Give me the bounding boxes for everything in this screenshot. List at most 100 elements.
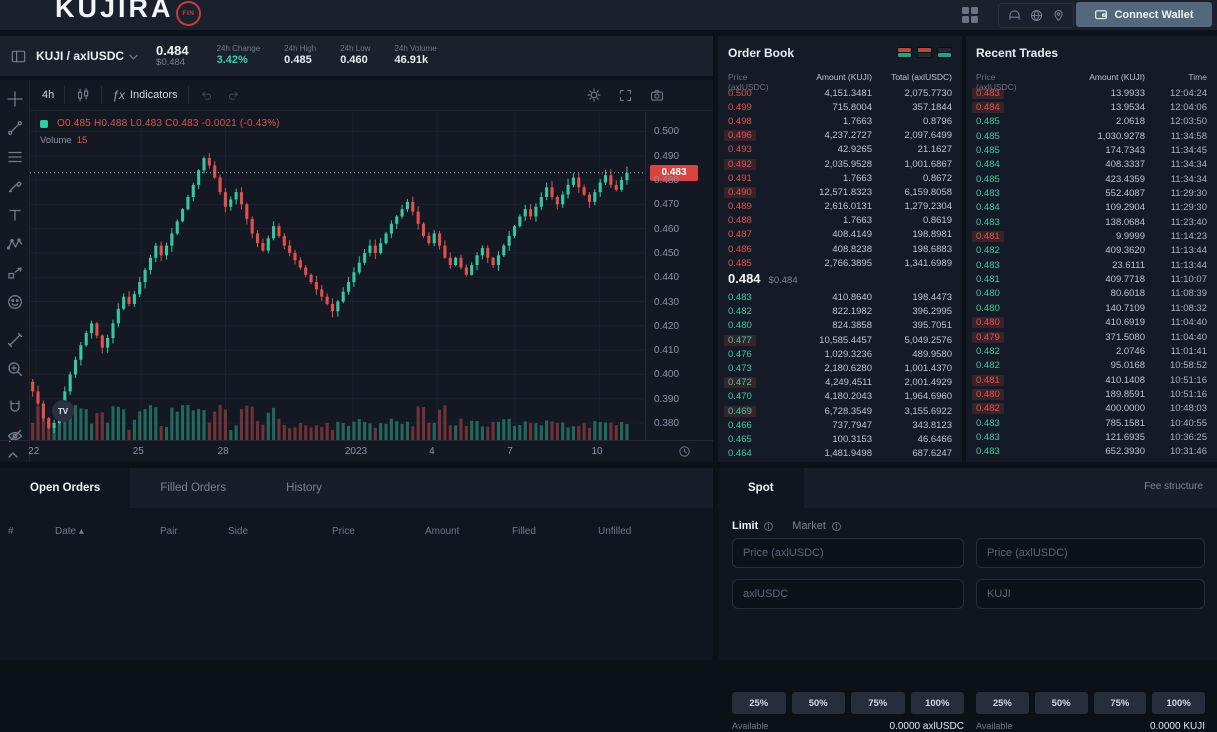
order-book-ask-row[interactable]: 0.487 408.4149 198.8981	[728, 228, 952, 242]
emoji-icon[interactable]	[4, 291, 26, 313]
buy-percent-25[interactable]: 25%	[732, 692, 786, 714]
mid-price-row[interactable]: 0.484 $0.484	[728, 271, 952, 289]
undo-icon[interactable]	[199, 88, 214, 102]
trade-row[interactable]: 0.483 785.1581 10:40:55	[976, 416, 1207, 430]
order-book-ask-row[interactable]: 0.489 2,616.0131 1,279.2304	[728, 200, 952, 214]
globe-icon[interactable]	[1029, 8, 1044, 23]
trade-row[interactable]: 0.483 138.0684 11:23:40	[976, 215, 1207, 229]
order-book-ask-row[interactable]: 0.486 408.8238 198.6883	[728, 242, 952, 256]
tab-history[interactable]: History	[286, 482, 322, 494]
sell-percent-25[interactable]: 25%	[976, 692, 1029, 714]
book-both-sides-icon[interactable]	[897, 47, 912, 58]
redo-icon[interactable]	[226, 88, 241, 102]
xabcd-pattern-icon[interactable]	[4, 233, 26, 255]
order-book-ask-row[interactable]: 0.498 1.7663 0.8796	[728, 114, 952, 128]
buy-percent-100[interactable]: 100%	[910, 692, 964, 714]
forecast-icon[interactable]	[4, 262, 26, 284]
buy-percent-50[interactable]: 50%	[791, 692, 845, 714]
sell-percent-100[interactable]: 100%	[1152, 692, 1205, 714]
trade-row[interactable]: 0.480 140.7109 11:08:32	[976, 301, 1207, 315]
price-chart[interactable]: O0.485 H0.488 L0.483 C0.483 -0.0021 (-0.…	[30, 112, 645, 440]
bridge-icon[interactable]	[1007, 8, 1022, 23]
trade-row[interactable]: 0.480 410.6919 11:04:40	[972, 316, 1207, 330]
order-type-limit[interactable]: Limit	[732, 520, 774, 532]
order-book-ask-row[interactable]: 0.492 2,035.9528 1,001.6867	[724, 157, 952, 171]
sell-percent-75[interactable]: 75%	[1093, 692, 1147, 714]
trade-row[interactable]: 0.483 23.6111 11:13:44	[976, 258, 1207, 272]
trade-row[interactable]: 0.482 2.0746 11:01:41	[976, 344, 1207, 358]
order-type-market[interactable]: Market	[792, 520, 842, 532]
trade-row[interactable]: 0.484 109.2904 11:29:30	[976, 201, 1207, 215]
trade-row[interactable]: 0.481 410.1408 10:51:16	[972, 373, 1207, 387]
chevron-down-icon[interactable]	[129, 54, 138, 60]
crosshair-icon[interactable]	[4, 88, 26, 110]
order-book-ask-row[interactable]: 0.491 1.7663 0.8672	[728, 171, 952, 185]
clock-icon[interactable]	[678, 445, 691, 458]
fullscreen-icon[interactable]	[618, 88, 633, 103]
trade-row[interactable]: 0.483 552.4087 11:29:30	[976, 186, 1207, 200]
book-bids-only-icon[interactable]	[937, 47, 952, 58]
buy-amount-input[interactable]	[732, 579, 964, 609]
brush-icon[interactable]	[4, 175, 26, 197]
zoom-in-icon[interactable]	[4, 358, 26, 380]
pair-selector[interactable]: KUJI / axlUSDC	[36, 49, 125, 63]
book-asks-only-icon[interactable]	[917, 47, 932, 58]
sell-amount-input[interactable]	[976, 579, 1205, 609]
order-book-bid-row[interactable]: 0.470 4,180.2043 1,964.6960	[728, 390, 952, 404]
order-book-bid-row[interactable]: 0.480 824.3858 395.7051	[728, 319, 952, 333]
order-book-bid-row[interactable]: 0.466 737.7947 343.8123	[728, 418, 952, 432]
candle-style-icon[interactable]	[75, 87, 91, 103]
sell-price-input[interactable]	[976, 538, 1205, 568]
order-book-bid-row[interactable]: 0.482 822.1982 396.2995	[728, 305, 952, 319]
order-book-bid-row[interactable]: 0.483 410.8640 198.4473	[728, 290, 952, 304]
buy-price-input[interactable]	[732, 538, 964, 568]
order-book-ask-row[interactable]: 0.485 2,766.3895 1,341.6989	[728, 256, 952, 270]
order-book-ask-row[interactable]: 0.500 4,151.3481 2,075.7730	[728, 86, 952, 100]
trade-row[interactable]: 0.480 80.6018 11:08:39	[976, 287, 1207, 301]
trade-row[interactable]: 0.485 2.0618 12:03:50	[976, 115, 1207, 129]
measure-icon[interactable]	[4, 329, 26, 351]
trade-row[interactable]: 0.483 652.3930 10:31:46	[976, 445, 1207, 459]
trade-row[interactable]: 0.482 95.0168 10:58:52	[976, 359, 1207, 373]
order-book-ask-row[interactable]: 0.499 715.8004 357.1844	[728, 100, 952, 114]
timeframe-button[interactable]: 4h	[42, 89, 55, 101]
trade-row[interactable]: 0.484 13.9534 12:04:06	[972, 100, 1207, 114]
order-book-bid-row[interactable]: 0.465 100.3153 46.6466	[728, 432, 952, 446]
order-book-ask-row[interactable]: 0.488 1.7663 0.8619	[728, 214, 952, 228]
fee-structure-link[interactable]: Fee structure	[1144, 481, 1203, 492]
buy-percent-75[interactable]: 75%	[851, 692, 905, 714]
order-book-bid-row[interactable]: 0.469 6,728.3549 3,155.6922	[724, 404, 952, 418]
trade-row[interactable]: 0.485 1,030.9278 11:34:58	[976, 129, 1207, 143]
collapse-toolbar-icon[interactable]	[8, 452, 18, 458]
hide-drawings-icon[interactable]	[4, 425, 26, 447]
trade-row[interactable]: 0.482 400.0000 10:48:03	[972, 402, 1207, 416]
pin-icon[interactable]	[1051, 8, 1066, 23]
tab-filled-orders[interactable]: Filled Orders	[160, 482, 227, 494]
trade-row[interactable]: 0.485 174.7343 11:34:45	[976, 143, 1207, 157]
chart-settings-gear-icon[interactable]	[586, 87, 602, 103]
trade-row[interactable]: 0.481 9.9999 11:14:23	[972, 229, 1207, 243]
trade-row[interactable]: 0.481 409.7718 11:10:07	[976, 272, 1207, 286]
order-book-bid-row[interactable]: 0.477 10,585.4457 5,049.2576	[724, 333, 952, 347]
magnet-icon[interactable]	[4, 396, 26, 418]
trade-row[interactable]: 0.482 409.3620 11:13:44	[976, 244, 1207, 258]
price-axis[interactable]: 0.483 0.500 0.490 0.480 0.470 0.460 0.450 0.44…	[645, 112, 714, 440]
order-book-ask-row[interactable]: 0.496 4,237.2727 2,097.6499	[724, 129, 952, 143]
order-book-bid-row[interactable]: 0.473 2,180.6280 1,001.4370	[728, 361, 952, 375]
order-book-ask-row[interactable]: 0.493 42.9265 21.1627	[728, 143, 952, 157]
text-icon[interactable]	[4, 204, 26, 226]
trade-row[interactable]: 0.485 423.4359 11:34:34	[976, 172, 1207, 186]
trade-row[interactable]: 0.479 371.5080 11:04:40	[972, 330, 1207, 344]
order-book-bid-row[interactable]: 0.464 1,481.9498 687.6247	[728, 447, 952, 461]
screenshot-camera-icon[interactable]	[649, 88, 665, 103]
apps-grid-icon[interactable]	[962, 7, 978, 23]
markets-list-icon[interactable]	[8, 46, 28, 66]
tab-spot[interactable]: Spot	[718, 468, 804, 508]
connect-wallet-button[interactable]: Connect Wallet	[1076, 2, 1212, 27]
order-book-bid-row[interactable]: 0.476 1,029.3236 489.9580	[728, 347, 952, 361]
order-book-bid-row[interactable]: 0.472 4,249.4511 2,001.4929	[724, 376, 952, 390]
trade-row[interactable]: 0.484 408.3337 11:34:34	[976, 158, 1207, 172]
trade-row[interactable]: 0.480 189.8591 10:51:16	[972, 387, 1207, 401]
fib-retracement-icon[interactable]	[4, 146, 26, 168]
trade-row[interactable]: 0.483 13.9933 12:04:24	[972, 86, 1207, 100]
